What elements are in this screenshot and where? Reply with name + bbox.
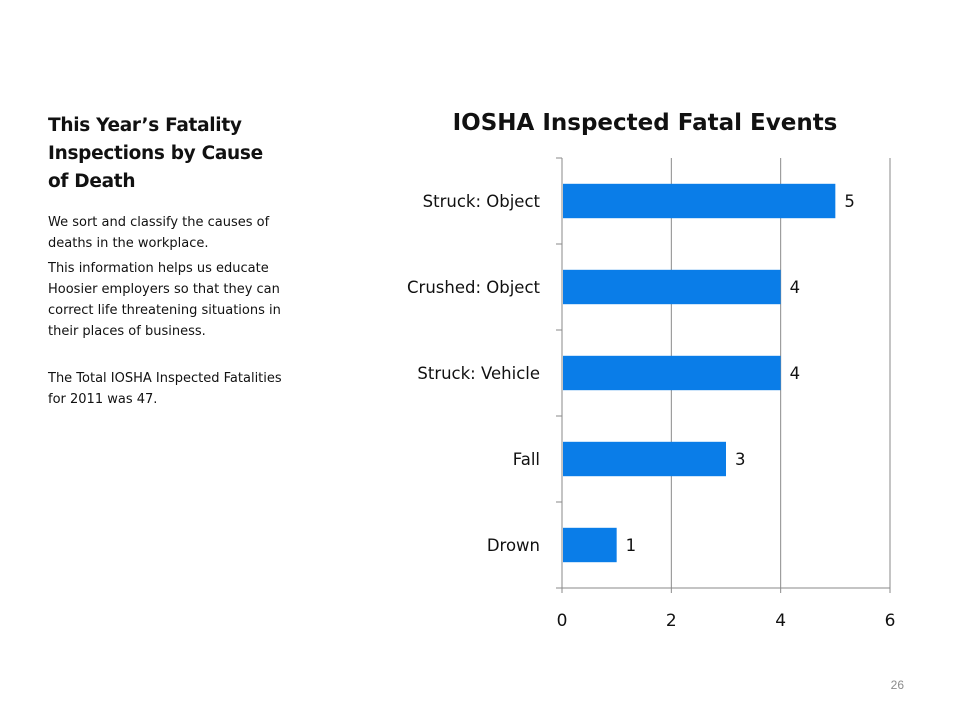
category-label: Crushed: Object xyxy=(407,278,541,297)
sidebar-paragraph-2: This information helps us educate Hoosie… xyxy=(48,261,281,339)
bar-4 xyxy=(563,527,617,563)
x-tick-label: 4 xyxy=(775,611,786,631)
page-number: 26 xyxy=(890,678,904,692)
category-label: Drown xyxy=(487,536,540,555)
data-label: 1 xyxy=(626,536,637,555)
sidebar-paragraph-1: We sort and classify the causes of death… xyxy=(48,215,270,251)
sidebar: This Year’s Fatality Inspections by Caus… xyxy=(48,112,288,414)
x-tick-label: 6 xyxy=(885,611,896,631)
bar-0 xyxy=(563,183,836,219)
x-tick-label: 2 xyxy=(666,611,677,631)
data-label: 3 xyxy=(735,450,746,469)
data-label: 4 xyxy=(790,278,801,297)
data-label: 5 xyxy=(844,192,855,211)
chart-title: IOSHA Inspected Fatal Events xyxy=(452,110,838,136)
sidebar-title: This Year’s Fatality Inspections by Caus… xyxy=(48,115,263,192)
bar-2 xyxy=(563,355,781,391)
category-label: Fall xyxy=(513,450,540,469)
sidebar-text: We sort and classify the causes of death… xyxy=(48,212,288,410)
category-label: Struck: Object xyxy=(423,192,541,211)
sidebar-paragraph-3: The Total IOSHA Inspected Fatalities for… xyxy=(48,371,282,407)
x-tick-label: 0 xyxy=(557,611,568,631)
category-label: Struck: Vehicle xyxy=(417,364,540,383)
bar-3 xyxy=(563,441,726,477)
data-label: 4 xyxy=(790,364,801,383)
bar-1 xyxy=(563,269,781,305)
